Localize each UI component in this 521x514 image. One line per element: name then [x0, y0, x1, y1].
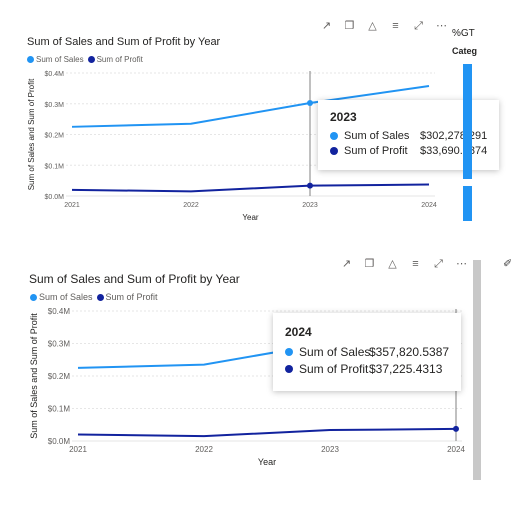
x-tick-label: 2022 — [183, 202, 199, 209]
expand-icon[interactable]: ⤢ — [414, 20, 423, 32]
y-tick-label: $0.2M — [48, 372, 71, 381]
more-icon[interactable]: ⋯ — [436, 20, 447, 32]
y-axis-label: Sum of Sales and Sum of Profit — [27, 78, 36, 190]
chart-2-tooltip: 2024 Sum of Sales $357,820.5387 Sum of P… — [273, 313, 462, 391]
comment-icon[interactable]: ✐ — [503, 258, 513, 270]
legend-item-sales[interactable]: Sum of Sales — [27, 55, 84, 64]
series-line-sales — [71, 84, 430, 128]
side-bar-1[interactable] — [463, 64, 472, 179]
tooltip-row-sales: Sum of Sales $357,820.5387 — [285, 345, 449, 359]
y-tick-label: $0.0M — [48, 437, 71, 446]
y-tick-label: $0.4M — [48, 307, 71, 316]
chart-1-legend: Sum of Sales Sum of Profit — [27, 55, 143, 64]
y-tick-label: $0.3M — [48, 340, 71, 349]
y-tick-label: $0.2M — [45, 133, 65, 140]
data-point-profit — [453, 425, 459, 432]
chart-2-title: Sum of Sales and Sum of Profit by Year — [29, 272, 240, 286]
bell-icon[interactable]: △ — [388, 258, 397, 270]
legend-item-profit[interactable]: Sum of Profit — [96, 292, 158, 302]
filter-icon[interactable]: ≡ — [392, 20, 399, 32]
y-tick-label: $0.3M — [45, 102, 65, 109]
series-line-profit — [77, 427, 457, 438]
scrollbar[interactable] — [473, 260, 481, 480]
x-tick-label: 2021 — [64, 202, 80, 209]
y-tick-label: $0.1M — [45, 163, 65, 170]
chart-1-plot[interactable]: $0.0M $0.1M $0.2M $0.3M $0.4M 2021 2022 2023 202… — [0, 0, 521, 240]
series-line-profit — [71, 183, 430, 193]
more-icon[interactable]: ⋯ — [456, 258, 467, 270]
side-panel-subtitle: Categ — [452, 46, 478, 56]
chart-1-title: Sum of Sales and Sum of Profit by Year — [27, 36, 221, 48]
x-tick-label: 2021 — [69, 445, 87, 454]
legend-item-profit[interactable]: Sum of Profit — [87, 55, 143, 64]
x-tick-label: 2024 — [421, 202, 437, 209]
y-tick-label: $0.1M — [48, 405, 71, 414]
y-axis-label: Sum of Sales and Sum of Profit — [29, 313, 39, 439]
pin-icon[interactable]: ↗ — [321, 20, 332, 32]
y-tick-label: $0.0M — [45, 194, 65, 201]
data-point-profit — [307, 182, 313, 189]
data-point-sales — [307, 100, 313, 107]
side-panel-title: %GT — [452, 28, 475, 39]
filter-icon[interactable]: ≡ — [412, 258, 419, 270]
visual-1-toolbar: ↗ ❐ △ ≡ ⤢ ⋯ — [320, 20, 448, 33]
tooltip-year: 2024 — [285, 325, 312, 339]
x-tick-label: 2023 — [321, 445, 339, 454]
x-tick-label: 2023 — [302, 202, 318, 209]
tooltip-row-profit: Sum of Profit $37,225.4313 — [285, 362, 449, 376]
bell-icon[interactable]: △ — [368, 20, 377, 32]
x-tick-label: 2022 — [195, 445, 213, 454]
copy-icon[interactable]: ❐ — [344, 20, 355, 32]
chart-2-legend: Sum of Sales Sum of Profit — [30, 292, 158, 302]
tooltip-year: 2023 — [330, 110, 357, 124]
side-bar-2[interactable] — [463, 186, 472, 221]
x-axis-label: Year — [258, 457, 276, 467]
x-tick-label: 2024 — [447, 445, 465, 454]
legend-item-sales[interactable]: Sum of Sales — [30, 292, 93, 302]
x-axis-label: Year — [242, 213, 259, 222]
visual-2-toolbar: ↗ ❐ △ ≡ ⤢ ⋯ — [340, 258, 468, 271]
expand-icon[interactable]: ⤢ — [434, 258, 443, 270]
y-tick-label: $0.4M — [45, 71, 65, 78]
copy-icon[interactable]: ❐ — [364, 258, 375, 270]
pin-icon[interactable]: ↗ — [341, 258, 352, 270]
